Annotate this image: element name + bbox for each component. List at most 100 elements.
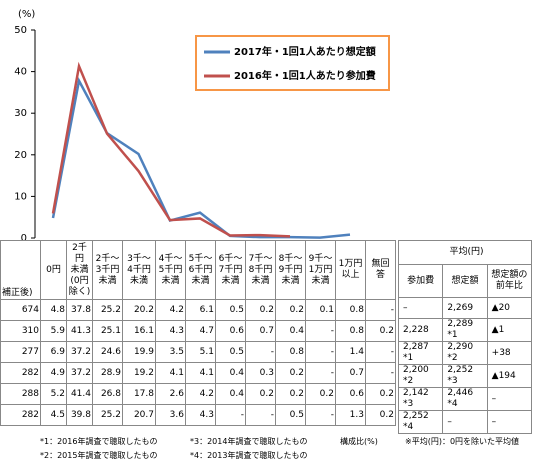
table-cell: 0.2	[365, 320, 396, 342]
footnote: *4：2013年調査で聴取したもの	[190, 451, 308, 460]
avg-header: 平均(円)	[398, 240, 532, 265]
avg-cell: +38	[486, 341, 533, 365]
avg-cell: –	[486, 410, 533, 434]
table-cell: 19.2	[122, 362, 156, 384]
y-tick-label: 50	[14, 25, 27, 36]
table-cell: -	[305, 341, 336, 363]
distribution-table: 補正後) 0円 2千円 未満 (0円 除く) 2千～ 3千円 未満 3千～ 4千円 未満…	[0, 240, 396, 426]
footnote: ※平均(円)：0円を除いた平均値	[405, 437, 520, 446]
table-cell: 0.1	[305, 299, 336, 321]
table-cell: 0.5	[215, 341, 246, 363]
column-header: 5千～ 6千円 未満	[185, 240, 216, 300]
table-cell: 17.8	[122, 383, 156, 405]
table-cell: 6.1	[185, 299, 216, 321]
table-cell: 4.5	[40, 404, 67, 426]
avg-column-header: 想定額の 前年比	[486, 264, 533, 298]
avg-cell: 2,252 *4	[397, 410, 444, 434]
table-cell: 0.5	[275, 404, 306, 426]
avg-cell: ▲1	[486, 318, 533, 342]
table-cell: 25.1	[92, 320, 123, 342]
legend-label: 2017年・1回1人あたり想定額	[234, 45, 376, 58]
table-cell: 0.7	[335, 362, 366, 384]
column-header: 2千円 未満 (0円 除く)	[66, 240, 93, 300]
table-cell: 28.9	[92, 362, 123, 384]
y-tick-label: 30	[14, 108, 27, 119]
table-cell: 4.8	[40, 299, 67, 321]
table-cell: 41.3	[66, 320, 93, 342]
column-header: 9千～ 1万円 未満	[305, 240, 336, 300]
y-tick-label: 20	[14, 150, 27, 161]
column-header: 無回 答	[365, 240, 396, 300]
table-cell: 37.2	[66, 341, 93, 363]
table-cell: 1.3	[335, 404, 366, 426]
avg-cell: 2,269	[442, 297, 488, 319]
table-cell: 0.2	[245, 299, 276, 321]
avg-cell: 2,287 *1	[397, 341, 444, 365]
table-cell: 5.2	[40, 383, 67, 405]
table-cell: 0.4	[215, 362, 246, 384]
table-cell: 41.4	[66, 383, 93, 405]
table-cell: 0.8	[275, 341, 306, 363]
table-cell: -	[215, 404, 246, 426]
corner-label: 補正後)	[0, 240, 41, 300]
table-cell: 25.2	[92, 404, 123, 426]
table-cell: 1.4	[335, 341, 366, 363]
table-cell: 4.1	[155, 362, 186, 384]
column-header: 0円	[40, 240, 67, 300]
avg-cell: 2,228	[397, 318, 444, 342]
avg-cell: ▲20	[486, 297, 533, 319]
footnote: *3：2014年調査で聴取したもの	[190, 437, 308, 446]
table-cell: 0.6	[335, 383, 366, 405]
table-cell: 288	[0, 383, 41, 405]
table-cell: 19.9	[122, 341, 156, 363]
table-cell: 0.6	[215, 320, 246, 342]
table-cell: -	[365, 362, 396, 384]
table-cell: 282	[0, 362, 41, 384]
footnote: *1：2016年調査で聴取したもの	[40, 437, 158, 446]
table-cell: 2.6	[155, 383, 186, 405]
table-cell: 0.2	[275, 299, 306, 321]
table-cell: 0.7	[245, 320, 276, 342]
table-cell: 20.2	[122, 299, 156, 321]
avg-cell: 2,200 *2	[397, 364, 444, 388]
table-cell: 37.2	[66, 362, 93, 384]
table-cell: 674	[0, 299, 41, 321]
chart: (%) 0 10 20 30 40 50 2017年・1回1人あたり想定額 2016年・1回1…	[14, 9, 390, 240]
column-header: 8千～ 9千円 未満	[275, 240, 306, 300]
table-cell: 16.1	[122, 320, 156, 342]
table-cell: 282	[0, 404, 41, 426]
table-cell: 3.6	[155, 404, 186, 426]
table-cell: 4.7	[185, 320, 216, 342]
avg-cell: –	[397, 297, 444, 319]
column-header: 6千～ 7千円 未満	[215, 240, 246, 300]
table-cell: 5.1	[185, 341, 216, 363]
table-cell: 0.2	[365, 404, 396, 426]
series-line	[51, 77, 351, 239]
avg-cell: ▲194	[486, 364, 533, 388]
table-cell: 0.4	[215, 383, 246, 405]
table-cell: 310	[0, 320, 41, 342]
table-cell: 0.2	[245, 383, 276, 405]
table-cell: 3.5	[155, 341, 186, 363]
legend-label: 2016年・1回1人あたり参加費	[234, 69, 376, 82]
table-cell: 0.8	[335, 299, 366, 321]
avg-cell: 2,290 *2	[442, 341, 488, 365]
table-cell: 0.5	[215, 299, 246, 321]
table-cell: 0.2	[365, 383, 396, 405]
table-cell: 0.2	[275, 383, 306, 405]
table-cell: 26.8	[92, 383, 123, 405]
table-cell: 0.2	[275, 362, 306, 384]
table-cell: 0.8	[335, 320, 366, 342]
y-tick-label: 10	[14, 191, 27, 202]
table-cell: 20.7	[122, 404, 156, 426]
table-cell: 0.4	[275, 320, 306, 342]
table-cell: 4.9	[40, 362, 67, 384]
table-cell: 4.3	[185, 404, 216, 426]
column-header: 1万円 以上	[335, 240, 366, 300]
table-cell: 4.2	[185, 383, 216, 405]
legend-box	[195, 35, 390, 91]
table-cell: -	[245, 341, 276, 363]
avg-cell: 2,289 *1	[442, 318, 488, 342]
table-cell: 277	[0, 341, 41, 363]
table-cell: -	[365, 341, 396, 363]
